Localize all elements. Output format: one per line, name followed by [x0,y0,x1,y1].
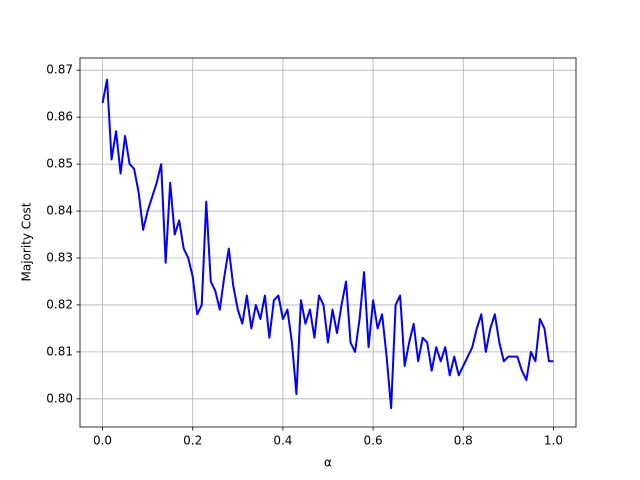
y-tick-label: 0.86 [46,110,73,124]
x-tick-label: 0.6 [364,434,383,448]
x-axis-label: α [324,456,332,470]
x-tick-label: 0.0 [93,434,112,448]
plot-frame [79,57,577,428]
y-tick-label: 0.85 [46,157,73,171]
y-tick-label: 0.84 [46,204,73,218]
x-tick-label: 1.0 [544,434,563,448]
data-line [101,78,554,410]
y-tick-label: 0.81 [46,344,73,358]
y-tick-label: 0.87 [46,63,73,77]
y-axis-label: Majority Cost [20,202,34,281]
x-tick-label: 0.8 [454,434,473,448]
y-tick-label: 0.83 [46,250,73,264]
y-tick-label: 0.80 [46,391,73,405]
x-tick-label: 0.2 [183,434,202,448]
x-tick-label: 0.4 [273,434,292,448]
y-tick-label: 0.82 [46,297,73,311]
